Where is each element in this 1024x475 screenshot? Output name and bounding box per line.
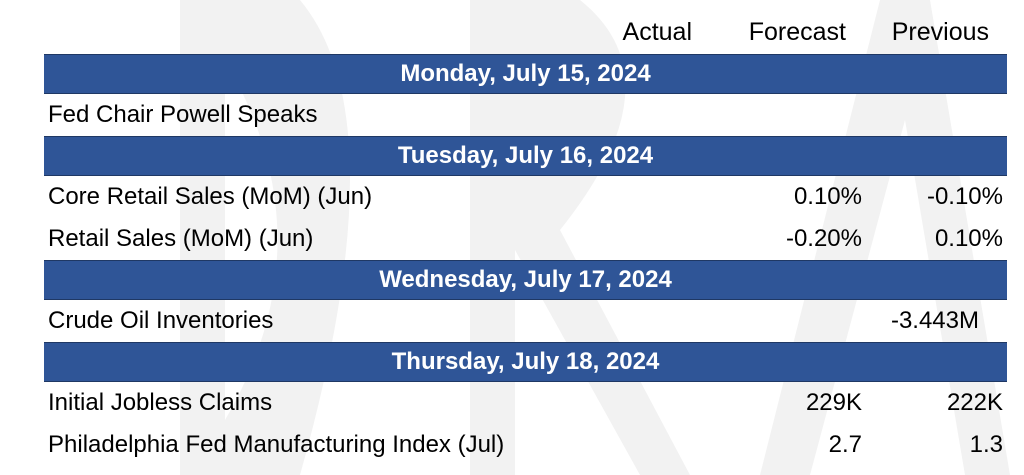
forecast-value: 2.7 <box>828 431 862 458</box>
event-name: Fed Chair Powell Speaks <box>48 101 318 128</box>
event-name: Core Retail Sales (MoM) (Jun) <box>48 183 373 210</box>
column-header-previous: Previous <box>891 18 989 46</box>
event-name: Crude Oil Inventories <box>48 307 274 334</box>
day-header: Tuesday, July 16, 2024 <box>44 136 1007 176</box>
forecast-value: 229K <box>805 389 862 416</box>
column-header-row: Actual Forecast Previous <box>44 12 1007 54</box>
table-row: Initial Jobless Claims 229K 222K <box>44 382 1007 424</box>
column-header-forecast: Forecast <box>748 18 846 46</box>
table-row: Retail Sales (MoM) (Jun) -0.20% 0.10% <box>44 218 1007 260</box>
day-header: Monday, July 15, 2024 <box>44 54 1007 94</box>
event-name: Retail Sales (MoM) (Jun) <box>48 225 314 252</box>
table-row: Philadelphia Fed Manufacturing Index (Ju… <box>44 424 1007 466</box>
forecast-value: -0.20% <box>785 225 862 252</box>
table-row: Fed Chair Powell Speaks <box>44 94 1007 136</box>
previous-value: 1.3 <box>969 431 1003 458</box>
table-row: Core Retail Sales (MoM) (Jun) 0.10% -0.1… <box>44 176 1007 218</box>
previous-value: -3.443M <box>890 307 979 334</box>
day-header: Wednesday, July 17, 2024 <box>44 260 1007 300</box>
economic-calendar-table: Actual Forecast Previous Monday, July 15… <box>44 12 1007 466</box>
column-header-actual: Actual <box>622 18 692 46</box>
forecast-value: 0.10% <box>793 183 862 210</box>
previous-value: -0.10% <box>926 183 1003 210</box>
previous-value: 222K <box>946 389 1003 416</box>
event-name: Philadelphia Fed Manufacturing Index (Ju… <box>48 431 505 458</box>
day-header: Thursday, July 18, 2024 <box>44 342 1007 382</box>
previous-value: 0.10% <box>934 225 1003 252</box>
event-name: Initial Jobless Claims <box>48 389 273 416</box>
table-row: Crude Oil Inventories -3.443M <box>44 300 1007 342</box>
